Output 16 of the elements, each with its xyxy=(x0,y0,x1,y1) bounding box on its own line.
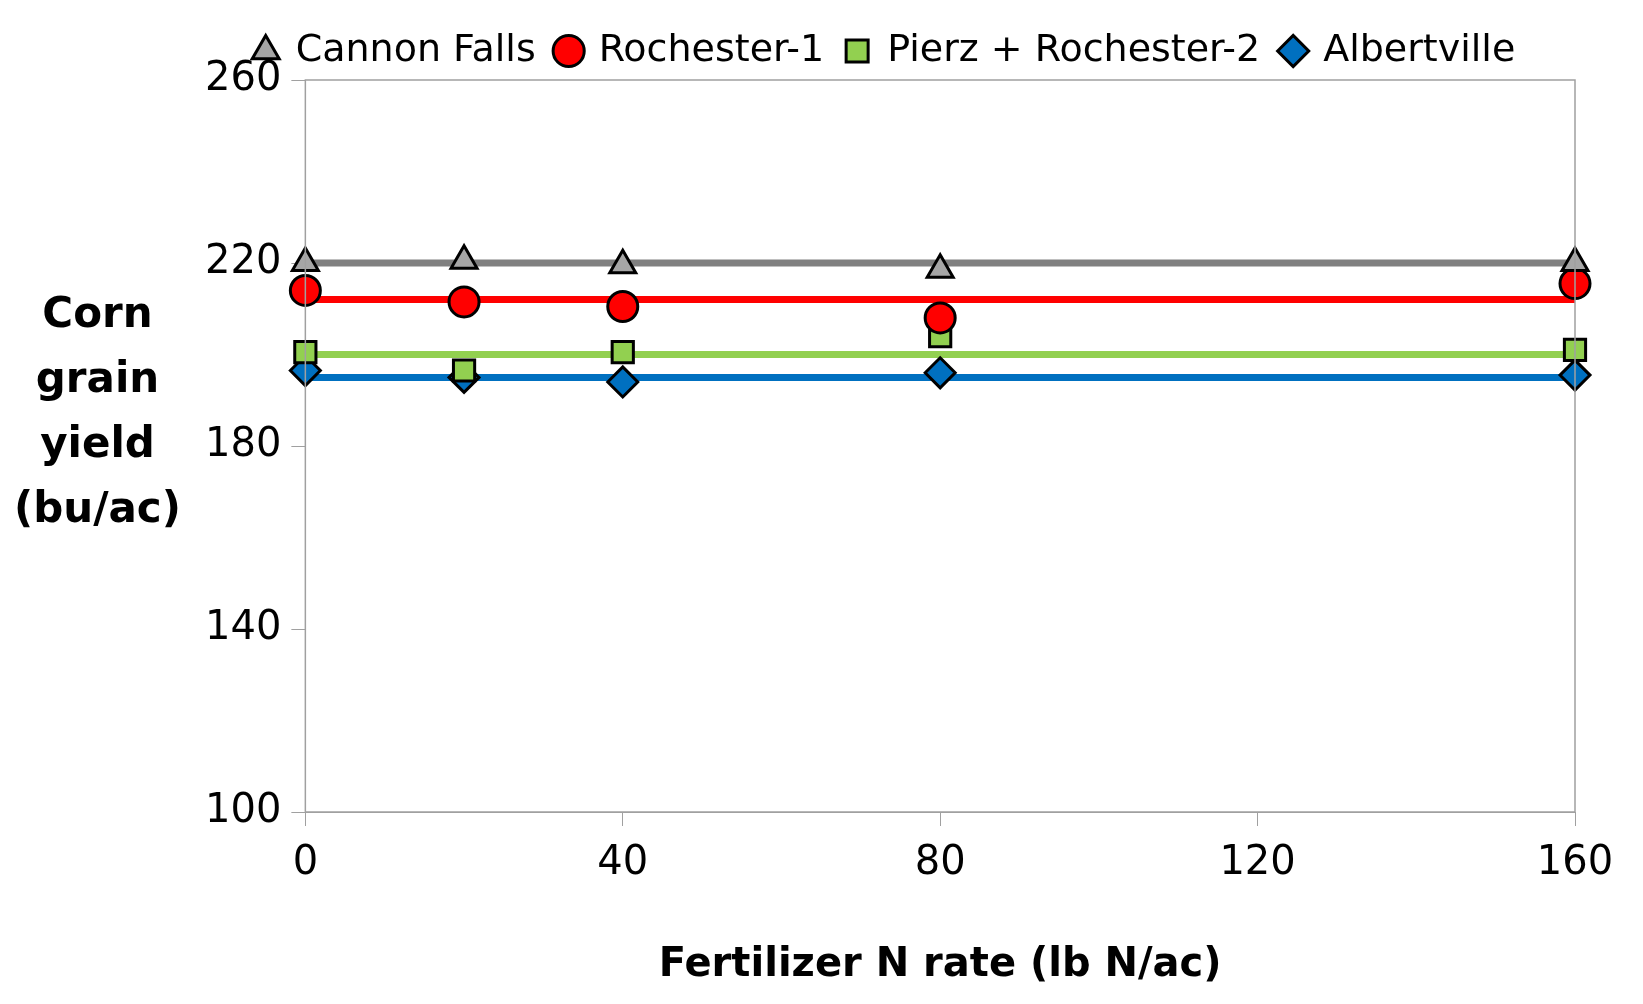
y-tick-label: 100 xyxy=(204,785,282,832)
y-axis-title: Corn grain yield (bu/ac) xyxy=(13,287,182,535)
y-tick-label: 180 xyxy=(204,419,282,466)
x-tick-label: 0 xyxy=(292,837,319,884)
y-tick-label: 260 xyxy=(204,53,282,100)
x-tick-label: 160 xyxy=(1536,837,1614,884)
x-tick-label: 120 xyxy=(1219,837,1296,884)
y-tick-label: 140 xyxy=(204,602,282,649)
legend-label: Pierz + Rochester-2 xyxy=(887,25,1261,70)
x-axis-title: Fertilizer N rate (lb N/ac) xyxy=(658,939,1222,986)
y-tick-label: 220 xyxy=(204,236,282,283)
x-tick-label: 40 xyxy=(597,837,649,884)
x-tick-label: 80 xyxy=(914,837,966,884)
legend-label: Cannon Falls xyxy=(295,25,536,70)
legend-label: Albertville xyxy=(1323,25,1516,70)
legend-label: Rochester-1 xyxy=(598,25,825,70)
